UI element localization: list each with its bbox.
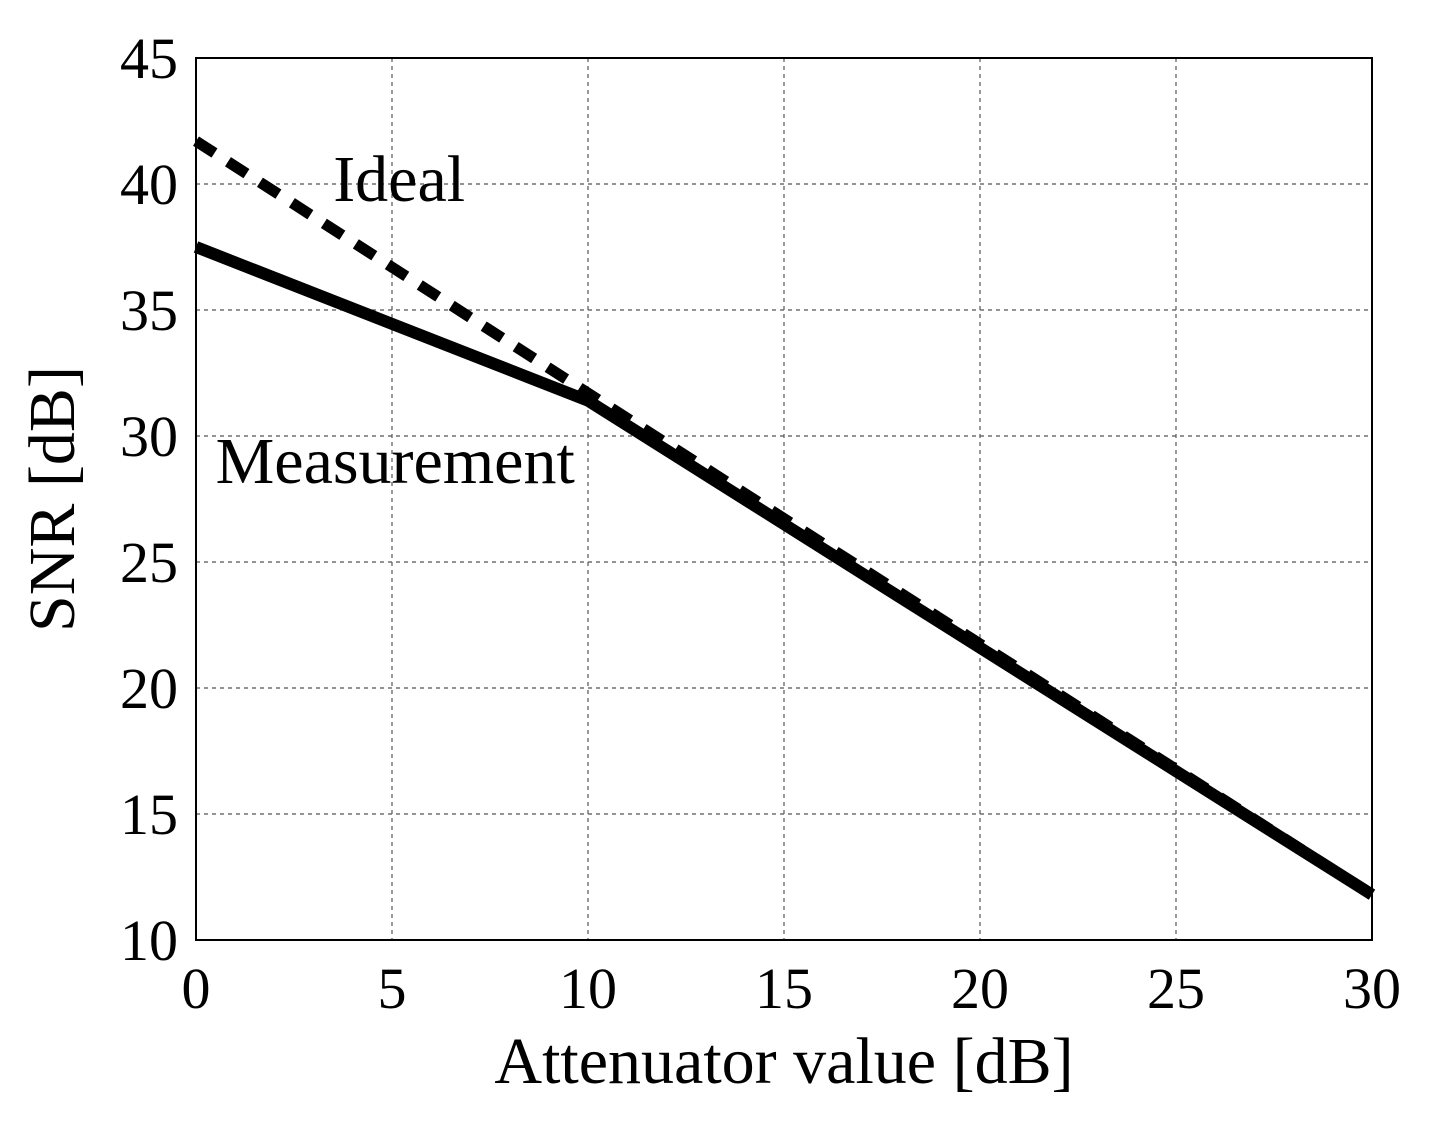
x-tick-label: 15: [755, 956, 813, 1021]
y-tick-label: 10: [120, 908, 178, 973]
x-axis-title: Attenuator value [dB]: [494, 1025, 1073, 1098]
x-tick-label: 25: [1147, 956, 1205, 1021]
annotations: Ideal Measurement: [216, 143, 575, 498]
annotation-measurement: Measurement: [216, 425, 575, 498]
series-line-measurement: [193, 241, 1376, 900]
y-tick-label: 15: [120, 782, 178, 847]
x-tick-label: 30: [1343, 956, 1401, 1021]
y-tick-label: 35: [120, 278, 178, 343]
x-tick-label: 0: [182, 956, 211, 1021]
x-tick-label: 20: [951, 956, 1009, 1021]
series-group: [193, 136, 1376, 900]
y-tick-label: 30: [120, 404, 178, 469]
y-tick-label: 20: [120, 656, 178, 721]
y-tick-label: 40: [120, 152, 178, 217]
x-tick-label: 5: [378, 956, 407, 1021]
annotation-ideal: Ideal: [333, 143, 465, 216]
grid: [196, 58, 1372, 940]
x-tick-label: 10: [559, 956, 617, 1021]
series-line-ideal: [193, 136, 1375, 900]
plot-frame: [195, 57, 1373, 941]
tick-labels: 0 5 10 15 20 25 30 10 15 20 25 30 35 40 45: [120, 26, 1401, 1021]
y-tick-label: 25: [120, 530, 178, 595]
y-tick-label: 45: [120, 26, 178, 91]
y-axis-title: SNR [dB]: [16, 366, 89, 632]
